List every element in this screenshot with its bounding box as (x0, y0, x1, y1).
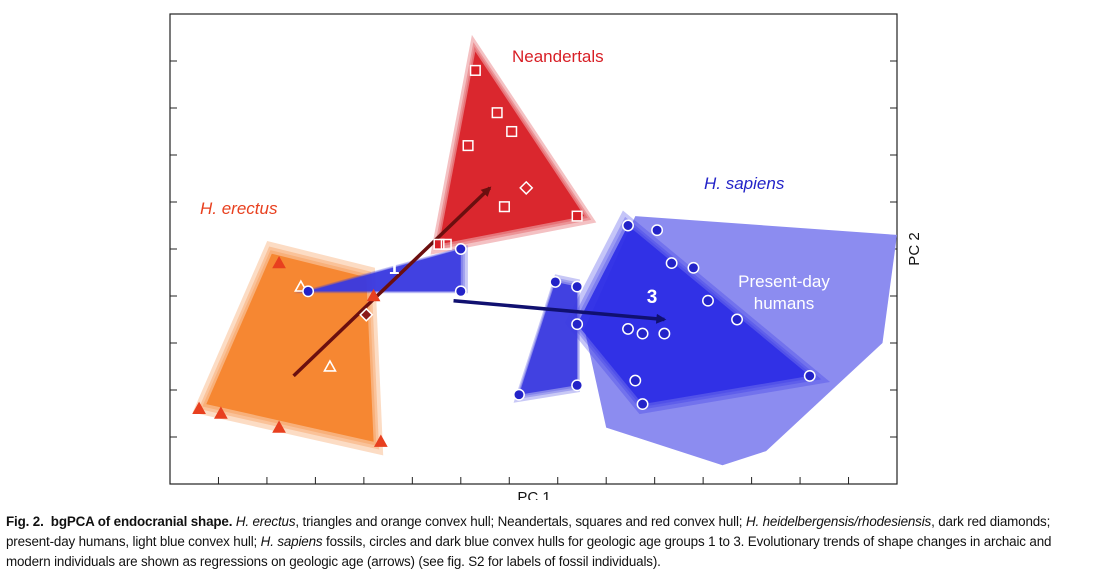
caption-figure-number: Fig. 2. (6, 514, 44, 529)
y-axis-title: PC 2 (906, 232, 923, 265)
erectus-triangle-point (366, 288, 381, 302)
label-age-group-3: 3 (647, 287, 658, 308)
sapiens-circle-point (571, 318, 584, 331)
caption-sapiens: H. sapiens (260, 534, 323, 549)
sapiens-circle-point (571, 280, 584, 293)
neandertal-square-point (469, 64, 481, 76)
sapiens-circle-point (658, 327, 671, 340)
neandertal-square-point (506, 125, 518, 138)
caption-text-1: , triangles and orange convex hull; Nean… (295, 514, 746, 529)
hull-neandertals (439, 51, 585, 245)
axis-ticks (170, 60, 897, 484)
hull-h-sapiens-age-group-3 (577, 225, 810, 405)
sapiens-circle-point (571, 379, 584, 392)
arrow-archaic-regression (292, 186, 492, 378)
label-neandertals: Neandertals (512, 47, 604, 66)
data-points (192, 64, 816, 447)
erectus-triangle-point (214, 406, 228, 419)
x-axis-title: PC 1 (517, 489, 550, 500)
neandertal-square-point (462, 140, 474, 152)
sapiens-circle-point (665, 257, 678, 270)
sapiens-circle-point (636, 398, 649, 411)
sapiens-circle-point (302, 285, 315, 298)
neandertal-square-point (498, 201, 510, 213)
label-age-group-1: 1 (389, 258, 400, 279)
sapiens-circle-point (622, 219, 634, 232)
hull-h-erectus (206, 253, 374, 442)
arrow-modern-regression (453, 298, 667, 324)
convex-hulls (192, 34, 897, 466)
caption-title: bgPCA of endocranial shape. (50, 514, 233, 529)
hull-h-sapiens-age-group-1 (308, 249, 461, 292)
heidelbergensis-diamond-point (519, 180, 534, 195)
sapiens-circle-point (454, 243, 467, 255)
sapiens-circle-point (513, 388, 525, 401)
sapiens-circle-point (629, 374, 642, 387)
erectus-triangle-point (192, 401, 206, 415)
caption-heidelbergensis: H. heidelbergensis/rhodesiensis (745, 514, 932, 529)
erectus-triangle-point (294, 279, 308, 292)
heidelbergensis-diamond-point (359, 307, 374, 322)
sapiens-circle-point (731, 313, 744, 326)
regression-arrows (292, 186, 667, 378)
caption-text-3: fossils, circles and dark blue convex hu… (6, 534, 1052, 569)
caption-erectus: H. erectus (235, 514, 296, 529)
sapiens-circle-point (622, 322, 634, 335)
sapiens-circle-point (651, 224, 664, 237)
label-age-group-2: 2 (523, 319, 534, 340)
label-h-sapiens: H. sapiens (704, 174, 785, 193)
erectus-triangle-point (272, 255, 286, 269)
erectus-triangle-point (272, 420, 286, 433)
sapiens-circle-point (803, 369, 816, 382)
neandertal-square-point (491, 107, 503, 119)
neandertal-square-point (440, 238, 452, 250)
bgpca-scatter-figure: PC 1 PC 2 H. erectus Neandertals H. sapi… (169, 13, 923, 500)
sapiens-circle-point (549, 275, 562, 288)
sapiens-circle-point (636, 327, 649, 340)
sapiens-circle-point (687, 261, 700, 274)
erectus-triangle-point (323, 359, 337, 372)
label-h-erectus: H. erectus (200, 199, 278, 218)
sapiens-circle-point (454, 285, 467, 298)
label-present-day-line1: Present-day (738, 272, 830, 291)
label-present-day-line2: humans (754, 294, 814, 313)
sapiens-circle-point (702, 294, 714, 307)
erectus-triangle-point (373, 434, 388, 447)
neandertal-square-point (433, 238, 445, 250)
caption-text-2: , dark red diamonds; present-day humans,… (6, 514, 1051, 549)
figure-caption: Fig. 2. bgPCA of endocranial shape. H. e… (6, 512, 1096, 572)
neandertal-square-point (571, 210, 583, 222)
